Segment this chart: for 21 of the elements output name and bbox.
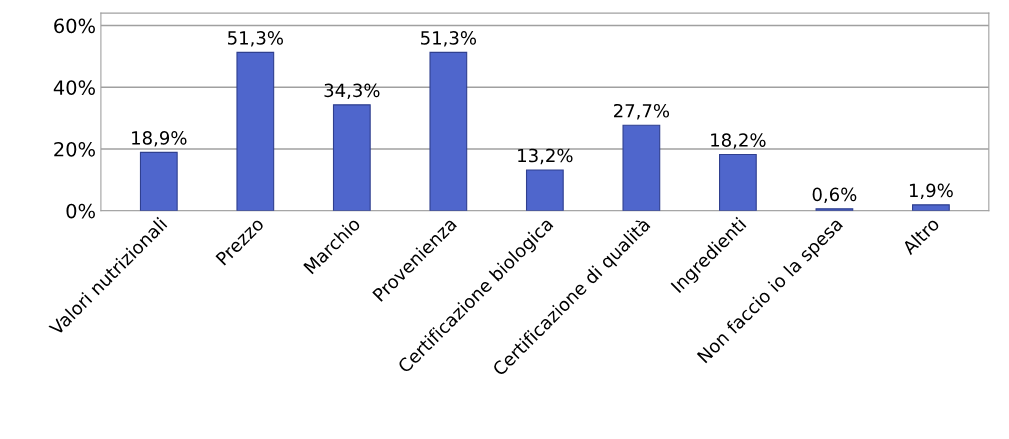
bar xyxy=(332,104,371,211)
data-label: 18,2% xyxy=(711,133,766,149)
data-label: 13,2% xyxy=(518,148,573,165)
data-label: 34,3% xyxy=(324,83,380,100)
bar xyxy=(236,51,275,211)
bar xyxy=(622,124,661,211)
y-tick-label: 20% xyxy=(54,141,95,157)
y-tick-label: 40% xyxy=(53,80,95,95)
y-tick-label: 0% xyxy=(66,203,95,219)
data-label: 51,3% xyxy=(421,31,477,47)
bar xyxy=(429,51,468,211)
data-label: 27,7% xyxy=(614,103,670,120)
data-label: 1,9% xyxy=(909,183,953,200)
y-tick-label: 60% xyxy=(54,18,95,34)
bar xyxy=(912,204,950,211)
bar xyxy=(718,153,757,211)
data-label: 0,6% xyxy=(812,187,857,204)
bar xyxy=(525,169,564,211)
data-label: 51,3% xyxy=(228,31,283,47)
bar xyxy=(139,151,178,211)
data-label: 18,9% xyxy=(132,131,187,147)
